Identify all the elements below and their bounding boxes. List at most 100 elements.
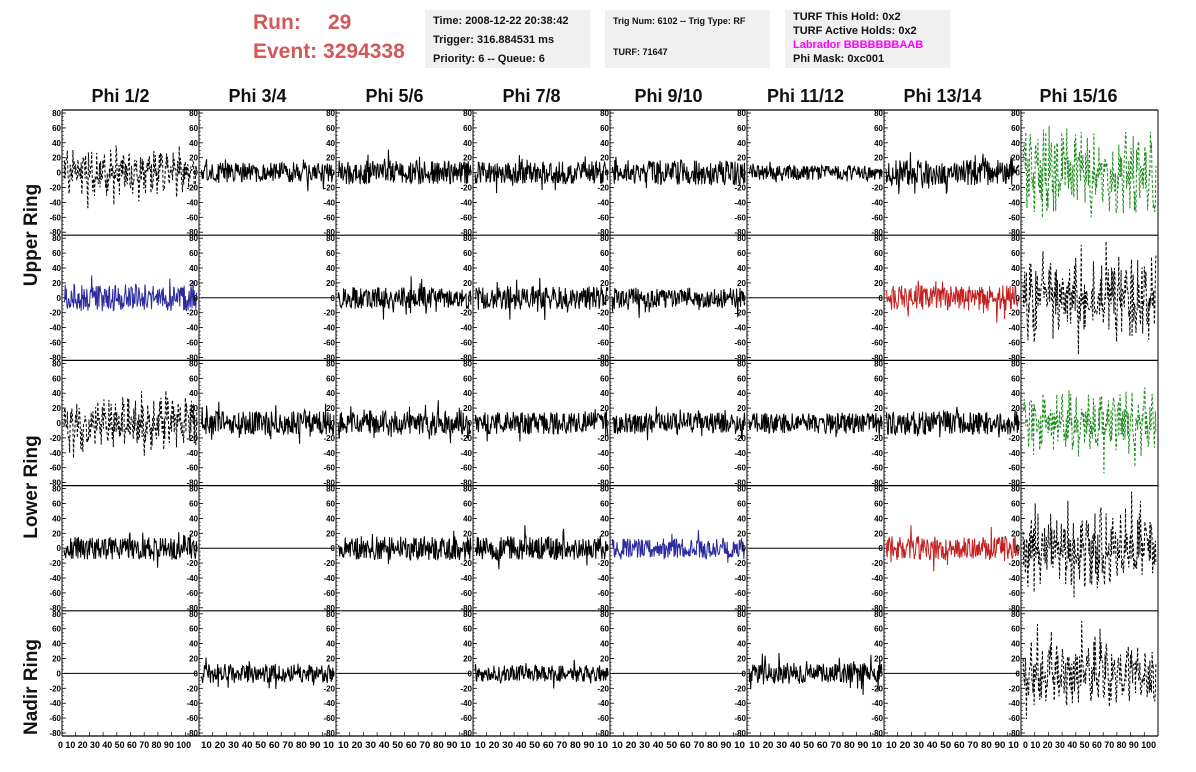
y-tick-label: -40 xyxy=(186,574,198,583)
y-tick-label: 0 xyxy=(57,294,62,303)
y-tick-label: 80 xyxy=(1011,359,1020,368)
y-tick-label: -40 xyxy=(871,449,883,458)
y-tick-label: -40 xyxy=(460,324,472,333)
y-tick-label: -60 xyxy=(597,339,609,348)
y-tick-label: -60 xyxy=(1008,339,1020,348)
y-tick-label: 60 xyxy=(326,500,335,509)
y-tick-label: 0 xyxy=(194,419,199,428)
y-tick-label: -20 xyxy=(597,684,609,693)
y-tick-label: 0 xyxy=(1016,169,1021,178)
y-tick-label: 60 xyxy=(52,625,61,634)
y-tick-label: 20 xyxy=(1011,404,1020,413)
y-tick-label: 60 xyxy=(600,625,609,634)
labrador-text: Labrador BBBBBBBAAB xyxy=(793,39,924,51)
y-tick-label: 60 xyxy=(189,500,198,509)
waveform-trace xyxy=(1022,125,1157,218)
y-tick-label: 80 xyxy=(737,359,746,368)
y-tick-label: 40 xyxy=(52,389,61,398)
y-tick-label: 20 xyxy=(463,279,472,288)
y-tick-label: 60 xyxy=(874,124,883,133)
y-tick-label: 60 xyxy=(737,625,746,634)
y-tick-label: 40 xyxy=(600,264,609,273)
y-tick-label: -40 xyxy=(871,699,883,708)
y-tick-label: 60 xyxy=(463,124,472,133)
y-tick-label: 80 xyxy=(463,109,472,118)
trig-info-box: Trig Num: 6102 -- Trig Type: RF TURF: 71… xyxy=(605,10,770,68)
y-tick-label: -80 xyxy=(597,228,609,237)
y-tick-label: -80 xyxy=(49,479,61,488)
y-tick-label: -40 xyxy=(871,574,883,583)
y-tick-label: 40 xyxy=(874,640,883,649)
y-tick-label: -80 xyxy=(734,604,746,613)
y-tick-label: -40 xyxy=(597,574,609,583)
run-value: 29 xyxy=(328,11,352,34)
y-tick-label: 40 xyxy=(463,139,472,148)
y-tick-label: 0 xyxy=(742,544,747,553)
y-tick-label: 60 xyxy=(600,124,609,133)
y-tick-label: 20 xyxy=(874,404,883,413)
y-tick-label: -40 xyxy=(323,574,335,583)
y-tick-label: 20 xyxy=(52,529,61,538)
y-tick-label: 80 xyxy=(326,234,335,243)
y-tick-label: -80 xyxy=(734,729,746,738)
y-tick-label: -40 xyxy=(460,449,472,458)
y-tick-label: -20 xyxy=(186,184,198,193)
time-text: Time: 2008-12-22 20:38:42 xyxy=(433,15,569,27)
y-tick-label: -60 xyxy=(323,213,335,222)
y-tick-label: 0 xyxy=(57,544,62,553)
y-tick-label: -20 xyxy=(460,184,472,193)
y-tick-label: -80 xyxy=(323,729,335,738)
col-header-phi-7-8: Phi 7/8 xyxy=(502,86,561,106)
y-tick-label: -40 xyxy=(460,699,472,708)
y-tick-label: 40 xyxy=(600,514,609,523)
y-tick-label: -40 xyxy=(734,574,746,583)
y-tick-label: 20 xyxy=(463,529,472,538)
y-tick-label: -40 xyxy=(49,198,61,207)
waveform-trace xyxy=(474,277,609,321)
y-tick-label: 80 xyxy=(326,610,335,619)
y-tick-label: -60 xyxy=(871,464,883,473)
y-tick-label: -40 xyxy=(1008,449,1020,458)
col-header-phi-11-12: Phi 11/12 xyxy=(766,86,845,106)
y-tick-label: 20 xyxy=(600,529,609,538)
y-tick-label: 40 xyxy=(737,514,746,523)
y-tick-label: 20 xyxy=(737,655,746,664)
y-tick-label: -40 xyxy=(186,699,198,708)
y-tick-label: 80 xyxy=(600,109,609,118)
y-tick-label: 60 xyxy=(326,124,335,133)
phi-mask-text: Phi Mask: 0xc001 xyxy=(793,53,885,65)
y-tick-label: -80 xyxy=(49,729,61,738)
y-tick-label: 40 xyxy=(874,514,883,523)
y-tick-label: 0 xyxy=(331,669,336,678)
y-tick-label: -60 xyxy=(871,714,883,723)
y-tick-label: 0 xyxy=(742,294,747,303)
y-tick-label: -20 xyxy=(460,559,472,568)
y-tick-label: 20 xyxy=(52,404,61,413)
y-tick-label: 0 xyxy=(468,544,473,553)
waveform-trace xyxy=(611,287,746,318)
y-tick-label: 40 xyxy=(874,389,883,398)
y-tick-label: -20 xyxy=(323,684,335,693)
waveform-trace xyxy=(200,657,335,690)
y-tick-label: 20 xyxy=(189,154,198,163)
y-tick-label: 60 xyxy=(737,124,746,133)
y-tick-label: 80 xyxy=(463,610,472,619)
y-tick-label: -60 xyxy=(734,213,746,222)
y-tick-label: -80 xyxy=(1008,604,1020,613)
y-tick-label: 80 xyxy=(600,610,609,619)
y-tick-label: -20 xyxy=(49,184,61,193)
y-tick-label: -20 xyxy=(323,434,335,443)
y-tick-label: -80 xyxy=(871,604,883,613)
phi-column-headers: Phi 1/2 Phi 3/4 Phi 5/6 Phi 7/8 Phi 9/10… xyxy=(0,86,1196,112)
y-tick-label: -20 xyxy=(734,184,746,193)
y-tick-label: -40 xyxy=(460,198,472,207)
run-label: Run: xyxy=(253,11,301,34)
y-tick-label: -40 xyxy=(49,324,61,333)
y-tick-label: 0 xyxy=(57,419,62,428)
y-tick-label: 0 xyxy=(605,669,610,678)
y-tick-label: 40 xyxy=(737,264,746,273)
y-tick-label: -40 xyxy=(1008,198,1020,207)
y-tick-label: -80 xyxy=(460,729,472,738)
y-tick-label: -20 xyxy=(734,309,746,318)
y-tick-label: -60 xyxy=(871,339,883,348)
